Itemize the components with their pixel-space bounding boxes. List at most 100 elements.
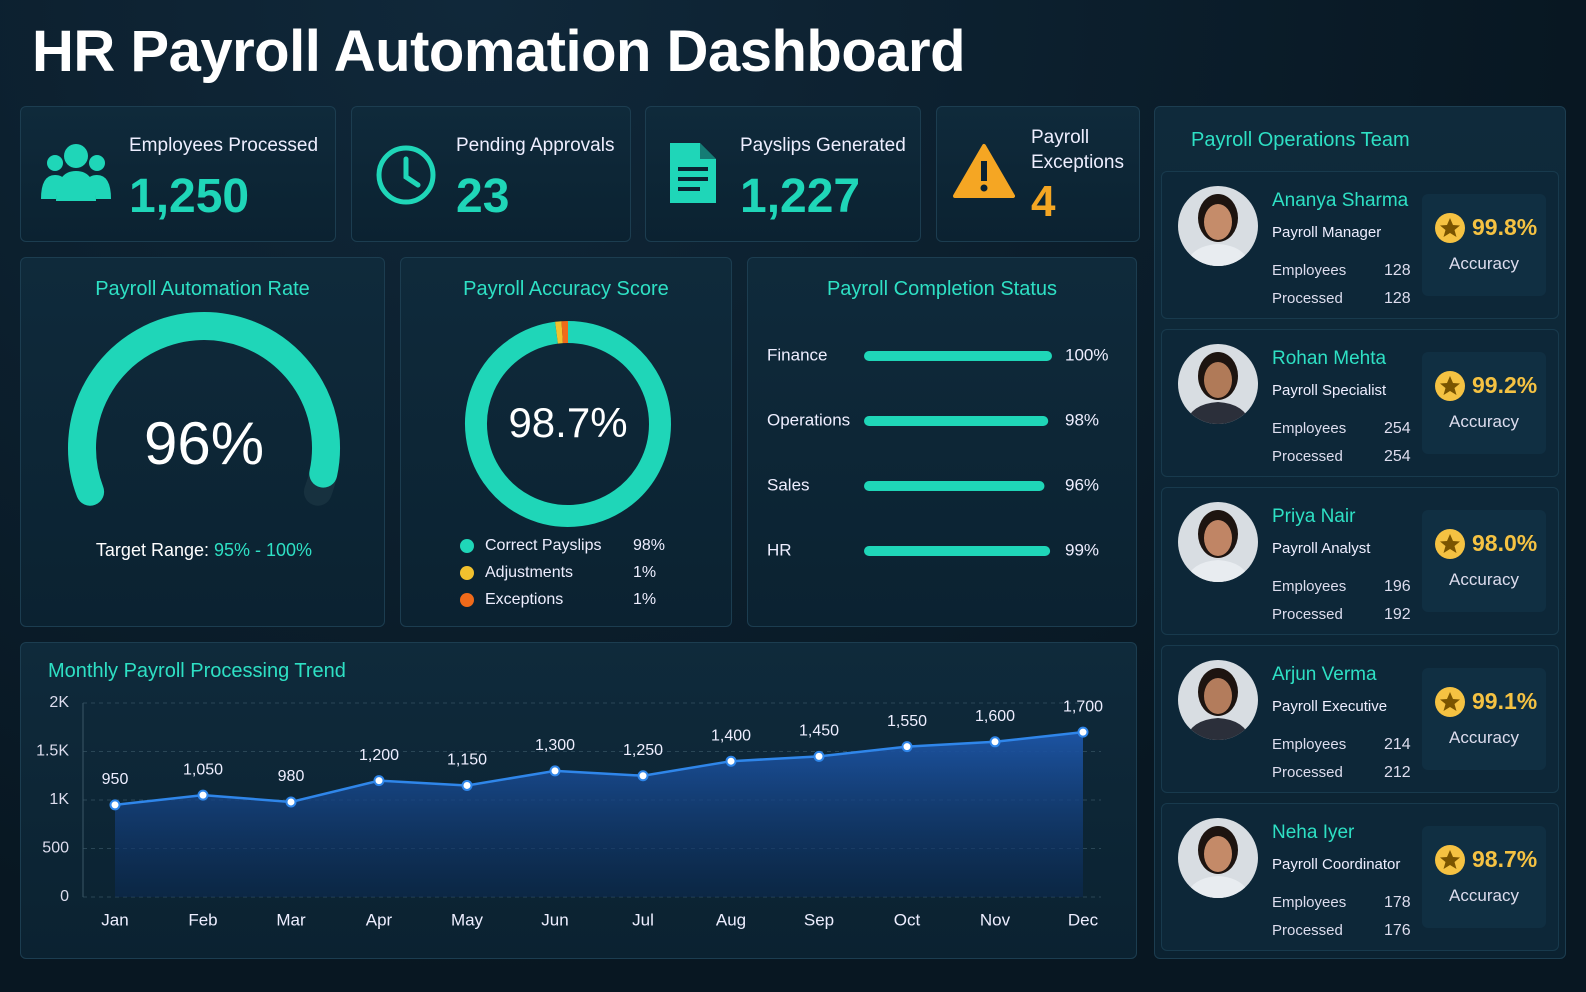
data-label: 1,250 xyxy=(623,742,663,759)
field-value: 192 xyxy=(1384,606,1411,623)
field-value: 128 xyxy=(1384,262,1411,279)
member-name: Rohan Mehta xyxy=(1272,348,1387,369)
x-tick-label: Nov xyxy=(980,910,1011,929)
y-tick-label: 0 xyxy=(60,888,69,905)
accuracy-value: 98.7% xyxy=(1472,846,1538,872)
avatar-face xyxy=(1204,204,1232,240)
x-tick-label: Oct xyxy=(894,910,921,929)
team-panel: Payroll Operations Team Ananya Sharma Pay… xyxy=(1154,106,1566,959)
y-tick-label: 1K xyxy=(49,791,69,808)
accuracy-box: 98.0% Accuracy xyxy=(1422,510,1546,612)
bar xyxy=(864,351,1052,361)
panel-title: Payroll Completion Status xyxy=(826,278,1058,300)
data-label: 1,050 xyxy=(183,761,223,778)
field-label: Processed xyxy=(1272,290,1343,307)
y-tick-label: 500 xyxy=(42,840,69,857)
bar-category: Finance xyxy=(767,345,827,364)
member-role: Payroll Executive xyxy=(1272,698,1388,715)
legend-dot xyxy=(460,593,474,607)
avatar xyxy=(1178,186,1258,266)
clock-icon xyxy=(376,145,436,205)
star xyxy=(1440,534,1460,553)
member-name: Priya Nair xyxy=(1272,506,1356,527)
data-label: 1,400 xyxy=(711,727,751,744)
avatar-figure xyxy=(1184,194,1252,266)
point xyxy=(549,765,561,777)
point xyxy=(1077,726,1089,738)
point xyxy=(373,775,385,787)
field-value: 196 xyxy=(1384,578,1411,595)
data-label: 1,600 xyxy=(975,708,1015,725)
kpi-label: Payroll Exceptions xyxy=(1031,127,1124,173)
legend-value: 98% xyxy=(633,537,665,554)
star-icon xyxy=(1435,845,1465,875)
star xyxy=(1440,850,1460,869)
donut-chart: Correct Payslips 98% Adjustments 1% Exceptio… xyxy=(460,321,671,608)
x-tick-label: May xyxy=(451,910,484,929)
kpi-card: Payroll Exceptions 4 xyxy=(936,106,1140,242)
field-value: 254 xyxy=(1384,448,1411,465)
x-tick-label: Jan xyxy=(101,910,128,929)
data-label: 1,700 xyxy=(1063,698,1103,715)
kpi-value: 1,250 xyxy=(129,170,250,223)
member-card: Rohan Mehta Payroll Specialist Employees 25… xyxy=(1161,329,1559,477)
accuracy-box: 99.2% Accuracy xyxy=(1422,352,1546,454)
legend-label: Correct Payslips xyxy=(485,537,601,554)
target-range: 95% - 100% xyxy=(214,540,312,560)
member-name: Arjun Verma xyxy=(1272,664,1377,685)
kpi-value: 1,227 xyxy=(740,170,861,223)
point xyxy=(109,799,121,811)
point xyxy=(813,750,825,762)
field-label: Processed xyxy=(1272,764,1343,781)
donut-panel: Payroll Accuracy Score Correct Payslips 9… xyxy=(400,257,732,627)
data-label: 1,300 xyxy=(535,737,575,754)
field-value: 214 xyxy=(1384,736,1411,753)
gauge-value: 96% xyxy=(144,410,264,477)
field-label: Employees xyxy=(1272,262,1347,279)
member-card: Ananya Sharma Payroll Manager Employees 128… xyxy=(1161,171,1559,319)
avatar-body xyxy=(1184,718,1252,740)
data-label: 950 xyxy=(102,771,129,788)
data-label: 1,150 xyxy=(447,752,487,769)
point xyxy=(901,741,913,753)
area xyxy=(115,732,1083,897)
page-title: HR Payroll Automation Dashboard xyxy=(32,19,966,84)
avatar-figure xyxy=(1184,668,1252,740)
data-label: 1,550 xyxy=(887,713,927,730)
member-role: Payroll Coordinator xyxy=(1272,856,1401,873)
star-icon xyxy=(1435,529,1465,559)
avatar-face xyxy=(1204,836,1232,872)
kpi-card: Employees Processed 1,250 xyxy=(20,106,336,242)
star xyxy=(1440,692,1460,711)
accuracy-label: Accuracy xyxy=(1449,412,1519,431)
legend-dot xyxy=(460,566,474,580)
trend-panel: Monthly Payroll Processing Trend 0 500 1K 1… xyxy=(20,642,1137,959)
point xyxy=(461,779,473,791)
field-label: Employees xyxy=(1272,420,1347,437)
legend-value: 1% xyxy=(633,564,656,581)
member-role: Payroll Manager xyxy=(1272,224,1382,241)
field-label: Employees xyxy=(1272,736,1347,753)
avatar-face xyxy=(1204,520,1232,556)
field-value: 178 xyxy=(1384,894,1411,911)
panel-title: Payroll Operations Team xyxy=(1191,129,1410,151)
donut-segment xyxy=(555,321,563,344)
star xyxy=(1440,218,1460,237)
gauge-panel: Payroll Automation Rate 96% Target Range:… xyxy=(20,257,385,627)
avatar xyxy=(1178,344,1258,424)
kpi-label: Employees Processed xyxy=(129,135,319,156)
member-card: Neha Iyer Payroll Coordinator Employees 178… xyxy=(1161,803,1559,951)
member-role: Payroll Analyst xyxy=(1272,540,1371,557)
point xyxy=(197,789,209,801)
x-tick-label: Apr xyxy=(366,910,393,929)
people-icon xyxy=(41,144,111,201)
point xyxy=(989,736,1001,748)
bar-value: 100% xyxy=(1065,345,1108,364)
accuracy-value: 99.1% xyxy=(1472,688,1538,714)
target-label: Target Range: 95% - 100% xyxy=(96,540,312,560)
avatar xyxy=(1178,818,1258,898)
bar-category: Operations xyxy=(767,410,850,429)
avatar-face xyxy=(1204,678,1232,714)
panel-title: Payroll Accuracy Score xyxy=(463,278,669,300)
